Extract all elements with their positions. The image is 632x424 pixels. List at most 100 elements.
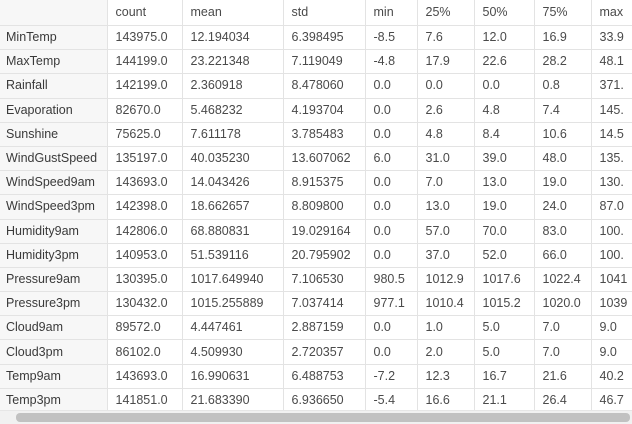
- table-cell: 130.: [591, 170, 632, 196]
- table-cell: 57.0: [417, 219, 475, 244]
- table-cell: 23.221348: [182, 49, 284, 75]
- table-cell: 16.9: [534, 25, 592, 51]
- table-cell: 1041: [591, 267, 632, 293]
- table-cell: 6.936650: [283, 388, 366, 410]
- table-row: WindGustSpeed 135197.0 40.035230 13.607062 6…: [0, 146, 632, 172]
- table-cell: 21.6: [534, 364, 592, 389]
- table-row: WindSpeed3pm 142398.0 18.662657 8.809800 0.0…: [0, 194, 632, 220]
- table-cell: 14.043426: [182, 170, 284, 196]
- table-cell: 31.0: [417, 146, 475, 172]
- table-cell: 1017.649940: [182, 267, 284, 293]
- table-cell: 48.1: [591, 49, 632, 75]
- table-cell: 87.0: [591, 194, 632, 220]
- table-cell: 13.0: [474, 170, 535, 196]
- table-cell: 4.8: [417, 122, 475, 147]
- table-row: Humidity9am 142806.0 68.880831 19.029164 0.0…: [0, 219, 632, 244]
- table-cell: 142398.0: [107, 194, 183, 220]
- table-cell: 28.2: [534, 49, 592, 75]
- table-cell: 1015.2: [474, 291, 535, 317]
- table-cell: 24.0: [534, 194, 592, 220]
- table-cell: 6.398495: [283, 25, 366, 51]
- table-row: Temp3pm 141851.0 21.683390 6.936650 -5.4 16.6…: [0, 388, 632, 410]
- table-cell: 33.9: [591, 25, 632, 51]
- column-header-mean: mean: [182, 0, 284, 26]
- column-header-50pct: 50%: [474, 0, 535, 26]
- table-cell: -5.4: [365, 388, 418, 410]
- table-cell: 17.9: [417, 49, 475, 75]
- table-cell: 16.990631: [182, 364, 284, 389]
- table-cell: 6.0: [365, 146, 418, 172]
- table-cell: 12.0: [474, 25, 535, 51]
- table-cell: -4.8: [365, 49, 418, 75]
- table-cell: 5.468232: [182, 98, 284, 123]
- describe-table: count mean std min 25% 50% 75% max MinTe…: [0, 0, 632, 410]
- table-cell: 135197.0: [107, 146, 183, 172]
- table-cell: 1020.0: [534, 291, 592, 317]
- row-label: Rainfall: [0, 73, 108, 99]
- table-cell: 0.0: [365, 243, 418, 268]
- table-cell: 1039: [591, 291, 632, 317]
- row-label: WindGustSpeed: [0, 146, 108, 172]
- table-cell: 75625.0: [107, 122, 183, 147]
- table-row: Evaporation 82670.0 5.468232 4.193704 0.0 2.6…: [0, 98, 632, 123]
- row-label: Pressure3pm: [0, 291, 108, 317]
- table-cell: 4.193704: [283, 98, 366, 123]
- row-label: Cloud9am: [0, 315, 108, 341]
- table-cell: 977.1: [365, 291, 418, 317]
- table-row: MinTemp 143975.0 12.194034 6.398495 -8.5 7.6 1…: [0, 25, 632, 51]
- table-cell: 40.2: [591, 364, 632, 389]
- table-cell: 1022.4: [534, 267, 592, 293]
- table-row: MaxTemp 144199.0 23.221348 7.119049 -4.8 17.9…: [0, 49, 632, 75]
- table-cell: 2.887159: [283, 315, 366, 341]
- row-label: Temp3pm: [0, 388, 108, 410]
- table-cell: 0.0: [417, 73, 475, 99]
- table-cell: 2.6: [417, 98, 475, 123]
- table-cell: 371.: [591, 73, 632, 99]
- table-cell: 9.0: [591, 339, 632, 365]
- row-label: Cloud3pm: [0, 339, 108, 365]
- column-header-count: count: [107, 0, 183, 26]
- table-cell: 19.0: [474, 194, 535, 220]
- table-cell: 7.4: [534, 98, 592, 123]
- row-label: Sunshine: [0, 122, 108, 147]
- table-cell: 5.0: [474, 315, 535, 341]
- table-cell: 21.1: [474, 388, 535, 410]
- table-cell: 130395.0: [107, 267, 183, 293]
- table-cell: 2.360918: [182, 73, 284, 99]
- column-header-25pct: 25%: [417, 0, 475, 26]
- table-cell: 51.539116: [182, 243, 284, 268]
- index-header-corner: [0, 0, 108, 26]
- column-header-min: min: [365, 0, 418, 26]
- table-row: Sunshine 75625.0 7.611178 3.785483 0.0 4.8 8.4…: [0, 122, 632, 147]
- table-cell: 143693.0: [107, 364, 183, 389]
- table-cell: 7.0: [417, 170, 475, 196]
- table-cell: 16.7: [474, 364, 535, 389]
- column-header-max: max: [591, 0, 632, 26]
- table-row: Cloud3pm 86102.0 4.509930 2.720357 0.0 2.0 5.0…: [0, 339, 632, 365]
- table-cell: 19.029164: [283, 219, 366, 244]
- table-cell: 3.785483: [283, 122, 366, 147]
- horizontal-scrollbar[interactable]: [0, 410, 632, 424]
- table-cell: 980.5: [365, 267, 418, 293]
- table-cell: 7.0: [534, 339, 592, 365]
- table-cell: 0.0: [365, 194, 418, 220]
- table-cell: 26.4: [534, 388, 592, 410]
- table-cell: 2.0: [417, 339, 475, 365]
- table-cell: 2.720357: [283, 339, 366, 365]
- table-cell: 70.0: [474, 219, 535, 244]
- table-cell: 46.7: [591, 388, 632, 410]
- table-cell: 52.0: [474, 243, 535, 268]
- table-cell: 143693.0: [107, 170, 183, 196]
- table-cell: 18.662657: [182, 194, 284, 220]
- table-cell: 1.0: [417, 315, 475, 341]
- scrollbar-thumb[interactable]: [16, 413, 630, 422]
- row-label: WindSpeed3pm: [0, 194, 108, 220]
- table-cell: 0.0: [365, 315, 418, 341]
- table-cell: 9.0: [591, 315, 632, 341]
- table-body: MinTemp 143975.0 12.194034 6.398495 -8.5 7.6 1…: [0, 25, 632, 410]
- table-cell: 142199.0: [107, 73, 183, 99]
- table-cell: 13.0: [417, 194, 475, 220]
- table-cell: 100.: [591, 219, 632, 244]
- row-label: MinTemp: [0, 25, 108, 51]
- table-cell: 8.809800: [283, 194, 366, 220]
